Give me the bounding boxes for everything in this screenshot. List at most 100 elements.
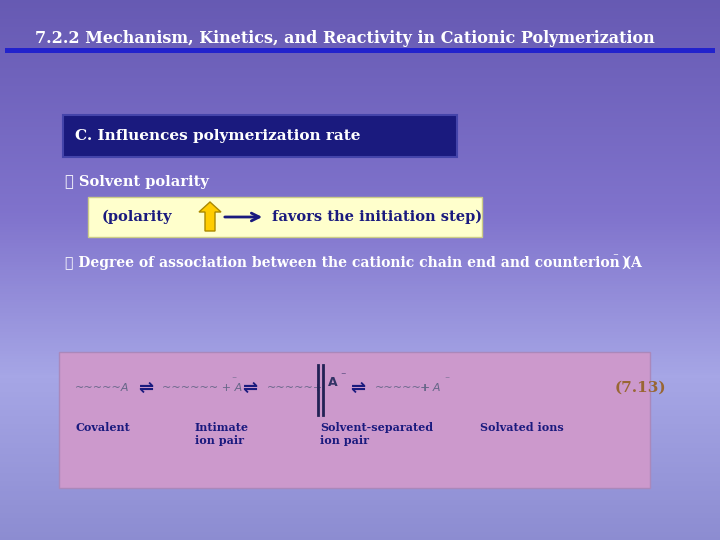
- Text: Intimate
ion pair: Intimate ion pair: [195, 422, 249, 446]
- Bar: [0, 410, 720, 413]
- Bar: [0, 127, 720, 130]
- Bar: [0, 302, 720, 305]
- Bar: [0, 240, 720, 243]
- Bar: [0, 94, 720, 97]
- Bar: [0, 518, 720, 521]
- Text: 7.2.2 Mechanism, Kinetics, and Reactivity in Cationic Polymerization: 7.2.2 Mechanism, Kinetics, and Reactivit…: [35, 30, 654, 47]
- Bar: [0, 105, 720, 108]
- Bar: [0, 435, 720, 437]
- Bar: [0, 119, 720, 122]
- Bar: [0, 32, 720, 35]
- Bar: [0, 437, 720, 440]
- Bar: [0, 454, 720, 456]
- Bar: [0, 286, 720, 289]
- Bar: [0, 213, 720, 216]
- Text: (7.13): (7.13): [615, 381, 667, 395]
- Bar: [0, 184, 720, 186]
- Bar: [0, 378, 720, 381]
- Text: ~~~~~+: ~~~~~+: [267, 383, 323, 393]
- Text: ① Solvent polarity: ① Solvent polarity: [65, 175, 209, 189]
- Bar: [0, 316, 720, 319]
- Bar: [0, 151, 720, 154]
- Bar: [0, 113, 720, 116]
- Bar: [0, 103, 720, 105]
- Bar: [0, 35, 720, 38]
- Bar: [0, 324, 720, 327]
- Bar: [0, 413, 720, 416]
- Bar: [0, 529, 720, 532]
- Bar: [0, 489, 720, 491]
- Bar: [0, 526, 720, 529]
- Bar: [0, 65, 720, 68]
- Text: + A: + A: [420, 383, 441, 393]
- Bar: [0, 211, 720, 213]
- Bar: [0, 176, 720, 178]
- Bar: [0, 84, 720, 86]
- Bar: [0, 178, 720, 181]
- Bar: [0, 11, 720, 14]
- Bar: [0, 111, 720, 113]
- Bar: [0, 478, 720, 481]
- Bar: [0, 421, 720, 424]
- Bar: [0, 181, 720, 184]
- Bar: [0, 408, 720, 410]
- Bar: [0, 167, 720, 170]
- Bar: [0, 108, 720, 111]
- Bar: [0, 148, 720, 151]
- Bar: [0, 70, 720, 73]
- Bar: [0, 510, 720, 513]
- Bar: [0, 308, 720, 310]
- Bar: [0, 448, 720, 451]
- Bar: [0, 319, 720, 321]
- Bar: [0, 470, 720, 472]
- Text: ⇌: ⇌: [350, 379, 365, 397]
- Bar: [0, 491, 720, 494]
- Bar: [0, 81, 720, 84]
- FancyBboxPatch shape: [88, 197, 482, 237]
- Bar: [0, 462, 720, 464]
- Bar: [0, 275, 720, 278]
- Bar: [0, 294, 720, 297]
- Bar: [0, 259, 720, 262]
- Bar: [0, 68, 720, 70]
- Bar: [0, 194, 720, 197]
- Bar: [0, 22, 720, 24]
- Bar: [0, 440, 720, 443]
- Bar: [5, 48, 715, 53]
- Bar: [0, 173, 720, 176]
- Bar: [0, 535, 720, 537]
- FancyBboxPatch shape: [63, 115, 457, 157]
- Bar: [0, 464, 720, 467]
- Text: ⇌: ⇌: [242, 379, 257, 397]
- Bar: [0, 284, 720, 286]
- Text: A: A: [328, 376, 338, 389]
- Bar: [0, 46, 720, 49]
- Bar: [0, 27, 720, 30]
- Bar: [0, 265, 720, 267]
- Bar: [0, 221, 720, 224]
- Bar: [0, 49, 720, 51]
- Bar: [0, 456, 720, 459]
- Bar: [0, 278, 720, 281]
- Bar: [0, 159, 720, 162]
- Text: ⁻: ⁻: [612, 252, 618, 262]
- Bar: [0, 459, 720, 462]
- Bar: [0, 216, 720, 219]
- Bar: [0, 370, 720, 373]
- Bar: [0, 267, 720, 270]
- Bar: [0, 346, 720, 348]
- Bar: [0, 224, 720, 227]
- Bar: [0, 486, 720, 489]
- Bar: [0, 100, 720, 103]
- Bar: [0, 254, 720, 256]
- Bar: [0, 300, 720, 302]
- Polygon shape: [199, 202, 221, 231]
- Bar: [0, 122, 720, 124]
- Bar: [0, 162, 720, 165]
- Text: Solvent-separated
ion pair: Solvent-separated ion pair: [320, 422, 433, 446]
- Bar: [0, 394, 720, 397]
- Bar: [0, 51, 720, 54]
- Bar: [0, 483, 720, 486]
- Bar: [0, 397, 720, 400]
- Bar: [0, 424, 720, 427]
